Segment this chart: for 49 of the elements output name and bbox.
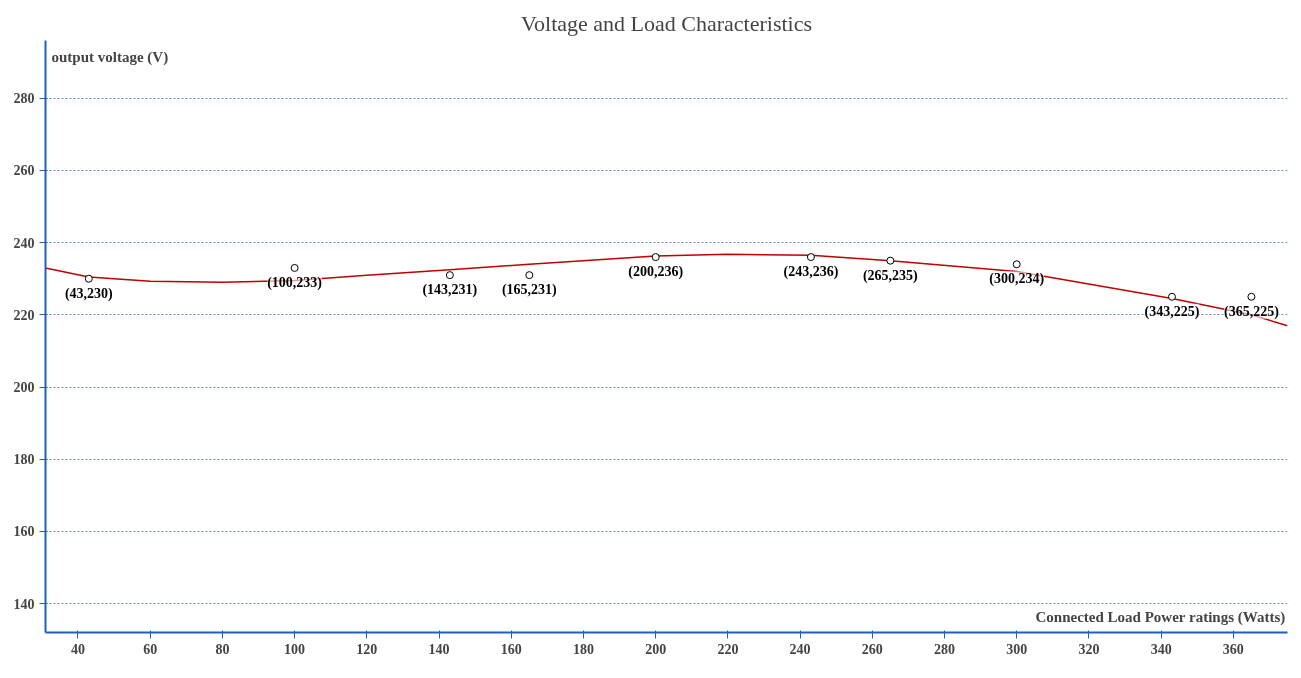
- annotation: (165,231): [501, 282, 558, 299]
- x-tick-label: 260: [861, 641, 883, 657]
- annotation: (243,236): [783, 264, 839, 281]
- point: [445, 271, 454, 280]
- x-tick-label: 340: [1150, 641, 1172, 657]
- x-tick-label: 60: [143, 641, 158, 657]
- x-tick-label: 240: [789, 641, 811, 657]
- x-tick-label: 140: [428, 641, 450, 657]
- annotation: (365,225): [1223, 303, 1280, 320]
- x-tick-label: 320: [1078, 641, 1100, 657]
- annotation: (265,235): [862, 267, 919, 284]
- x-tick-label: 80: [215, 641, 230, 657]
- annotation: (300,234): [989, 271, 1045, 288]
- x-tick-label: 200: [645, 641, 667, 657]
- point: [651, 253, 660, 262]
- point: [1247, 292, 1256, 301]
- point: [525, 271, 534, 280]
- annotation: (100,233): [267, 274, 323, 291]
- y-tick-label: 220: [13, 307, 35, 323]
- point: [84, 274, 93, 283]
- x-tick-label: 220: [717, 641, 739, 657]
- y-axis-title: output voltage (V): [51, 48, 169, 66]
- x-tick-label: 180: [572, 641, 594, 657]
- x-tick-label: 120: [356, 641, 378, 657]
- y-tick-label: 140: [13, 596, 35, 612]
- point: [886, 256, 895, 265]
- chart-title: Voltage and Load Characteristics: [521, 10, 812, 36]
- x-tick-label: 160: [500, 641, 522, 657]
- x-tick-label: 40: [70, 641, 85, 657]
- y-tick-label: 240: [13, 235, 35, 251]
- line-series: [45, 253, 1288, 327]
- point: [806, 253, 815, 262]
- annotation: (143,231): [422, 282, 478, 299]
- x-tick-label: 300: [1006, 641, 1028, 657]
- x-tick-label: 280: [934, 641, 956, 657]
- annotation: (43,230): [64, 285, 114, 302]
- x-axis-title: Connected Load Power ratings (Watts): [1035, 608, 1286, 626]
- x-tick-label: 360: [1222, 641, 1244, 657]
- annotation: (343,225): [1144, 303, 1200, 320]
- point: [1167, 292, 1176, 301]
- y-tick-label: 160: [13, 524, 35, 540]
- y-tick-label: 200: [13, 380, 35, 396]
- point: [290, 263, 299, 272]
- y-tick-label: 180: [13, 452, 35, 468]
- annotation: (200,236): [628, 264, 684, 281]
- x-tick-label: 100: [284, 641, 306, 657]
- y-tick-label: 280: [13, 91, 35, 107]
- point: [1012, 260, 1021, 269]
- y-tick-label: 260: [13, 163, 35, 179]
